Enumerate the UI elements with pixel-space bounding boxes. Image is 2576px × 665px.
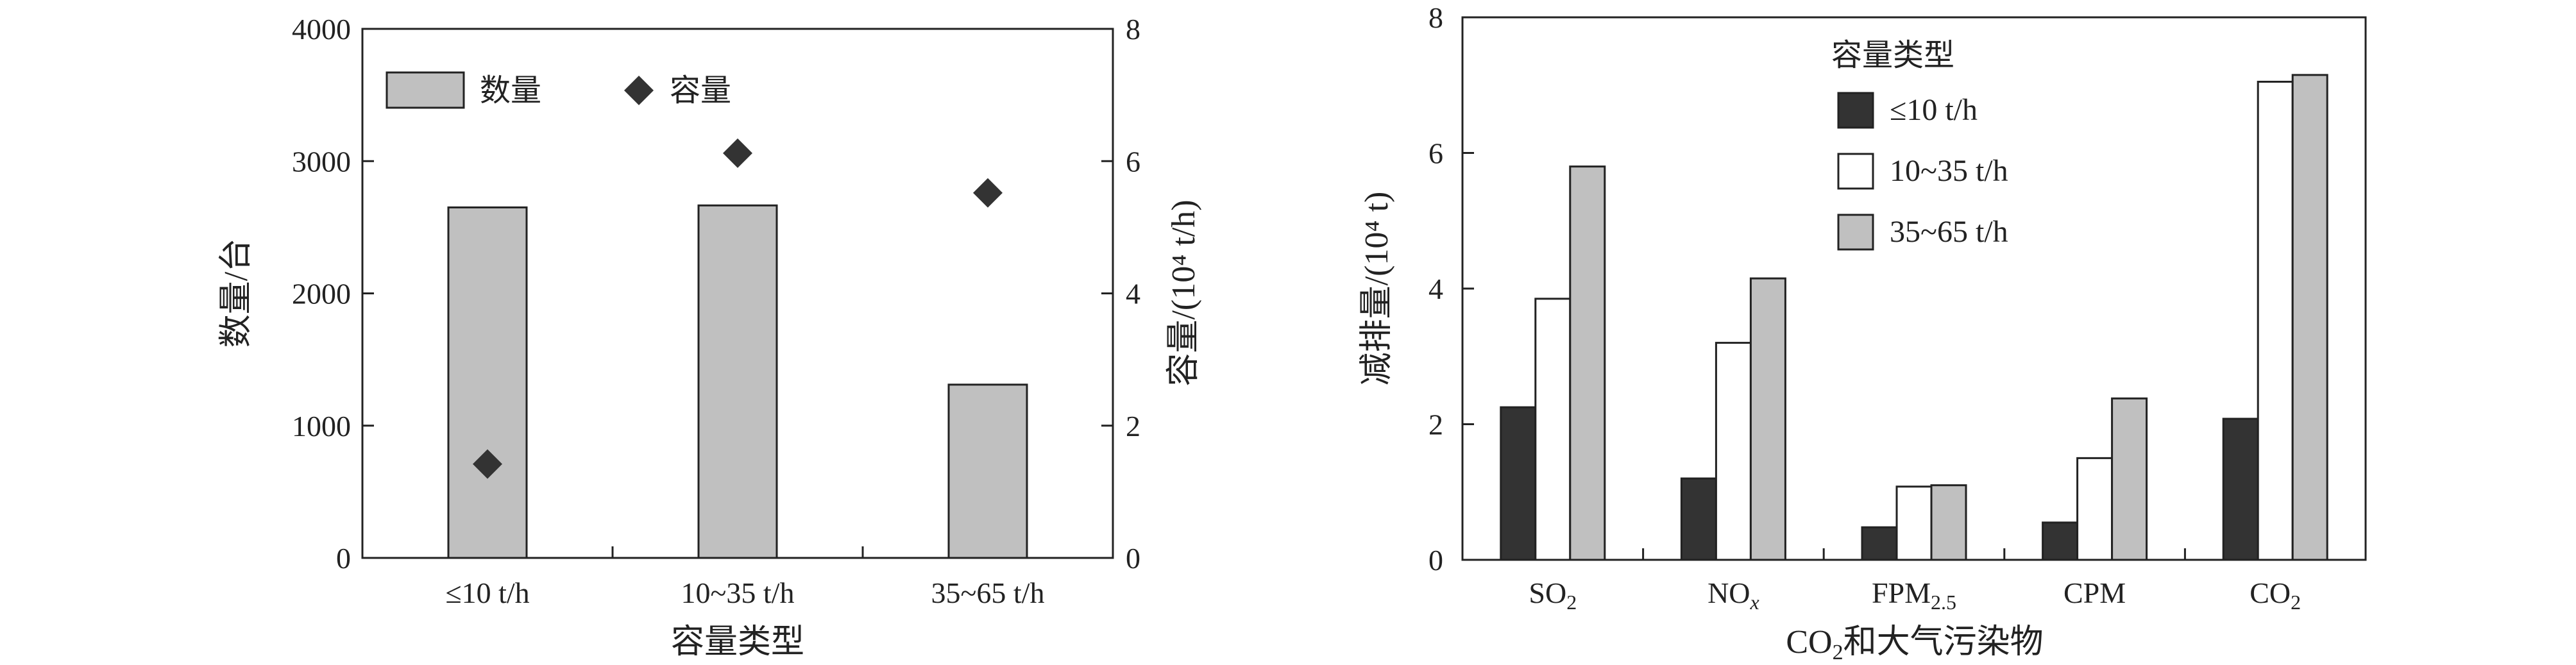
chart1-y-axis-title: 数量/台 [218, 239, 255, 348]
bar-reduction [2291, 74, 2328, 561]
chart1-y2-axis-title: 容量/(10⁴ t/h) [1165, 199, 1202, 386]
y2-tick-label: 8 [1126, 13, 1140, 46]
x-tick-label: FPM2.5 [1872, 577, 1956, 614]
x-tick-label: CPM [2063, 577, 2126, 609]
bar-reduction [2076, 457, 2114, 561]
y-tick-label: 4 [1428, 273, 1443, 305]
x-tick-label: SO2 [1529, 577, 1577, 614]
bar-count [947, 383, 1028, 559]
bar-reduction [1930, 484, 1967, 561]
bar-reduction [2222, 417, 2259, 561]
y2-tick-label: 0 [1126, 542, 1140, 575]
chart1-legend: 数量 容量 [386, 71, 731, 109]
y-tick-label: 1000 [292, 410, 351, 442]
y-tick-label: 6 [1428, 137, 1443, 170]
legend-label: ≤10 t/h [1890, 93, 1978, 127]
bar-reduction [1715, 342, 1752, 561]
bar-reduction [2111, 397, 2148, 561]
y-tick-label: 4000 [292, 13, 351, 46]
bar-reduction [2042, 521, 2079, 561]
x-tick-label: NOx [1707, 577, 1759, 614]
chart1-points [473, 138, 1003, 479]
chart-capacity-count: 0 1000 2000 3000 4000 0 2 4 6 8 ≤10 t/h 10~35 t/h… [218, 13, 1202, 661]
chart1-right-axis: 0 2 4 6 8 [1101, 13, 1140, 575]
chart2-y-axis-title: 减排量/(10⁴ t) [1359, 192, 1395, 386]
y2-tick-label: 4 [1126, 278, 1140, 310]
legend-label-capacity: 容量 [670, 74, 731, 108]
x-tick-label: CO2 [2250, 577, 2301, 614]
chart2-bars [1500, 74, 2328, 561]
bar-reduction [1680, 477, 1717, 561]
x-tick-label: 10~35 t/h [681, 577, 795, 609]
bar-reduction [1861, 526, 1898, 561]
chart1-x-axis: ≤10 t/h 10~35 t/h 35~65 t/h [445, 546, 1044, 609]
bar-reduction [1500, 406, 1537, 561]
chart2-y-axis: 0 2 4 6 8 [1428, 1, 1474, 577]
legend-swatch-count [386, 71, 465, 109]
bar-reduction [1749, 277, 1786, 561]
bar-reduction [2257, 80, 2294, 561]
y-tick-label: 2 [1428, 408, 1443, 441]
legend-marker-capacity [624, 76, 654, 105]
point-capacity [973, 178, 1003, 208]
chart1-x-axis-title: 容量类型 [671, 624, 804, 661]
y-tick-label: 8 [1428, 1, 1443, 34]
y2-tick-label: 2 [1126, 410, 1140, 442]
legend-label: 10~35 t/h [1890, 154, 2008, 188]
point-capacity [723, 138, 752, 168]
y-tick-label: 0 [1428, 544, 1443, 577]
x-tick-label: 35~65 t/h [931, 577, 1045, 609]
chart2-x-axis-title: CO2和大气污染物 [1786, 624, 2043, 664]
legend-label-count: 数量 [480, 74, 541, 108]
bar-reduction [1569, 165, 1606, 561]
chart1-left-axis: 0 1000 2000 3000 4000 [292, 13, 374, 575]
legend-swatch [1837, 153, 1874, 190]
y2-tick-label: 6 [1126, 145, 1140, 178]
point-capacity [473, 449, 502, 479]
chart1-bars [447, 204, 1028, 559]
bar-reduction [1534, 298, 1572, 561]
legend-label: 35~65 t/h [1890, 215, 2008, 249]
bar-count [697, 204, 778, 559]
legend-title: 容量类型 [1831, 38, 1954, 72]
bar-count [447, 206, 528, 559]
chart2-x-axis: SO2 NOx FPM2.5 CPM CO2 [1529, 548, 2301, 614]
chart2-legend: 容量类型 ≤10 t/h 10~35 t/h 35~65 t/h [1831, 38, 2008, 251]
y-tick-label: 3000 [292, 145, 351, 178]
y-tick-label: 2000 [292, 278, 351, 310]
y-tick-label: 0 [336, 542, 351, 575]
legend-swatch [1837, 214, 1874, 251]
chart-emission-reduction: 0 2 4 6 8 SO2 NOx FPM2.5 CPM CO2 减排量/(10⁴ t) CO2… [1359, 1, 2367, 664]
x-tick-label: ≤10 t/h [445, 577, 529, 609]
bar-reduction [1895, 485, 1933, 561]
legend-swatch [1837, 92, 1874, 129]
